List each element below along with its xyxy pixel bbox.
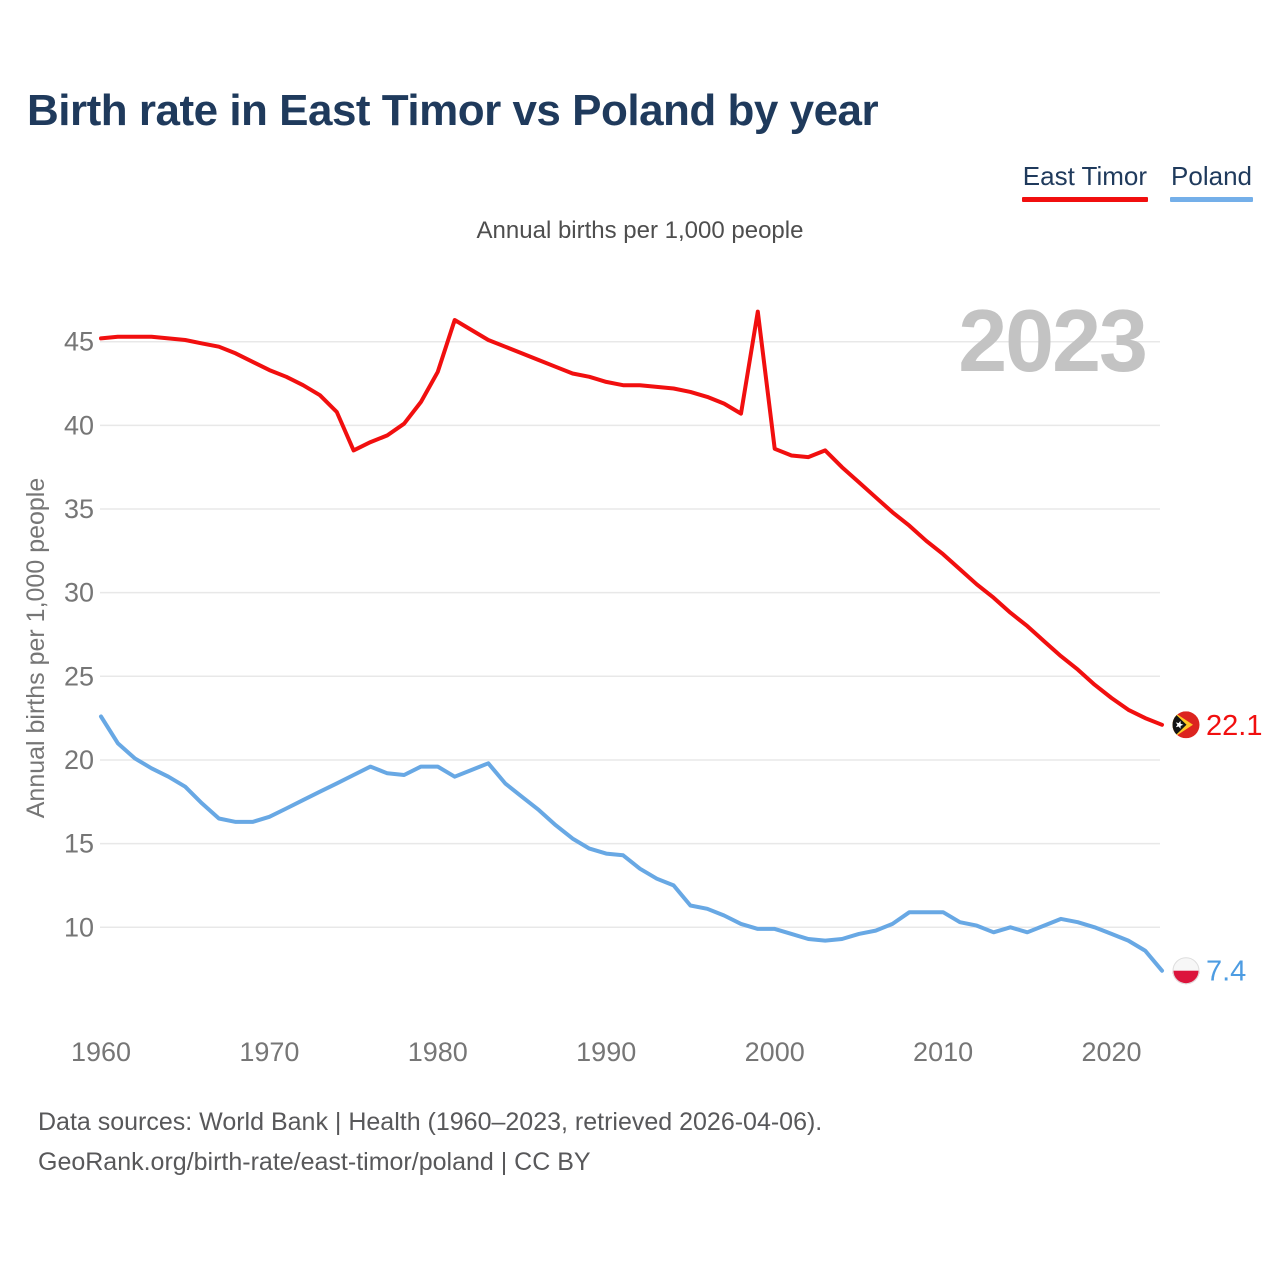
x-tick-label: 1990 (576, 1037, 636, 1067)
y-axis-label: Annual births per 1,000 people (22, 478, 50, 819)
watermark-year: 2023 (958, 291, 1146, 390)
legend-underline-east-timor (1021, 196, 1149, 202)
footer-link: GeoRank.org/birth-rate/east-timor/poland… (38, 1148, 591, 1176)
x-tick-label: 1980 (408, 1037, 468, 1067)
x-axis-ticks: 1960 1970 1980 1990 2000 2010 2020 (71, 1037, 1142, 1067)
x-tick-label: 2000 (745, 1037, 805, 1067)
legend-item-east-timor[interactable]: East Timor (1021, 161, 1149, 202)
y-tick-label: 35 (64, 494, 94, 524)
y-tick-label: 25 (64, 661, 94, 691)
y-tick-label: 15 (64, 829, 94, 859)
x-tick-label: 2020 (1081, 1037, 1141, 1067)
legend-label-east-timor: East Timor (1022, 161, 1148, 191)
legend-item-poland[interactable]: Poland (1170, 162, 1253, 202)
legend-label-poland: Poland (1171, 161, 1252, 191)
gridlines (100, 340, 1160, 929)
end-value-poland: 7.4 (1206, 956, 1246, 988)
footer: Data sources: World Bank | Health (1960–… (38, 1102, 822, 1182)
end-value-east-timor: 22.1 (1206, 710, 1262, 742)
y-tick-label: 20 (64, 745, 94, 775)
series-line-poland[interactable] (99, 714, 1164, 973)
series-line-east-timor[interactable] (99, 309, 1164, 727)
x-tick-label: 2010 (913, 1037, 973, 1067)
footer-sources: Data sources: World Bank | Health (1960–… (38, 1108, 823, 1136)
x-tick-label: 1970 (239, 1037, 299, 1067)
chart-subtitle: Annual births per 1,000 people (476, 217, 804, 244)
y-tick-label: 10 (64, 912, 94, 942)
page-title: Birth rate in East Timor vs Poland by ye… (27, 86, 879, 135)
east-timor-flag-icon[interactable] (1172, 711, 1200, 739)
x-tick-label: 1960 (71, 1037, 131, 1067)
y-tick-label: 40 (64, 410, 94, 440)
y-axis-ticks: 10 15 20 25 30 35 40 45 (64, 327, 94, 943)
y-tick-label: 45 (64, 327, 94, 357)
legend: East Timor Poland (1021, 161, 1253, 202)
y-tick-label: 30 (64, 578, 94, 608)
poland-flag-icon[interactable] (1172, 957, 1200, 985)
legend-underline-poland (1170, 196, 1253, 202)
